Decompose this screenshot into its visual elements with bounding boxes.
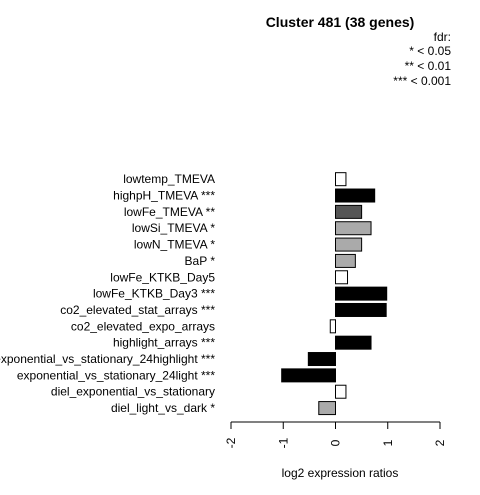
category-label: lowN_TMEVA * (134, 238, 215, 252)
legend-entry: * < 0.05 (409, 44, 451, 58)
bar (335, 270, 349, 285)
bar (335, 302, 387, 317)
bar (329, 319, 336, 334)
category-label: lowFe_KTKB_Day5 (110, 270, 215, 284)
category-label: highpH_TMEVA *** (113, 189, 215, 203)
bar (335, 172, 347, 187)
category-label: exponential_vs_stationary_24highlight **… (0, 352, 215, 366)
bar (307, 352, 336, 367)
category-label: lowtemp_TMEVA (123, 172, 215, 186)
x-tick-label: 1 (381, 439, 395, 446)
x-tick-label: -2 (224, 437, 238, 448)
category-label: exponential_vs_stationary_24light *** (17, 368, 215, 382)
legend-entry: ** < 0.01 (405, 59, 452, 73)
category-label: lowSi_TMEVA * (132, 221, 215, 235)
category-label: diel_light_vs_dark * (111, 401, 215, 415)
chart-title: Cluster 481 (38 genes) (266, 14, 415, 30)
bar (281, 368, 336, 383)
bar (335, 335, 372, 350)
bar (335, 384, 347, 399)
bars (281, 172, 388, 416)
category-label: lowFe_TMEVA ** (124, 205, 215, 219)
category-label: co2_elevated_stat_arrays *** (60, 303, 215, 317)
legend-entry: *** < 0.001 (393, 74, 451, 88)
bar (335, 221, 372, 236)
bar (318, 401, 336, 416)
category-label: highlight_arrays *** (113, 336, 215, 350)
x-tick-label: -1 (276, 437, 290, 448)
category-label: BaP * (185, 254, 216, 268)
x-tick-label: 2 (433, 439, 447, 446)
category-labels: lowtemp_TMEVA highpH_TMEVA *** lowFe_TMEVA… (0, 172, 215, 415)
bar (335, 188, 376, 203)
category-label: diel_exponential_vs_stationary (51, 385, 215, 399)
legend-title: fdr: (434, 30, 451, 44)
x-tick-label: 0 (329, 439, 343, 446)
category-label: lowFe_KTKB_Day3 *** (93, 287, 215, 301)
category-label: co2_elevated_expo_arrays (71, 319, 215, 333)
bar (335, 204, 363, 219)
x-axis-ticks: -2 -1 0 1 2 (224, 422, 447, 448)
x-axis-label: log2 expression ratios (282, 466, 399, 480)
bar (335, 286, 388, 301)
bar (335, 253, 356, 268)
bar (335, 237, 363, 252)
legend: fdr:* < 0.05** < 0.01*** < 0.001 (393, 30, 451, 88)
